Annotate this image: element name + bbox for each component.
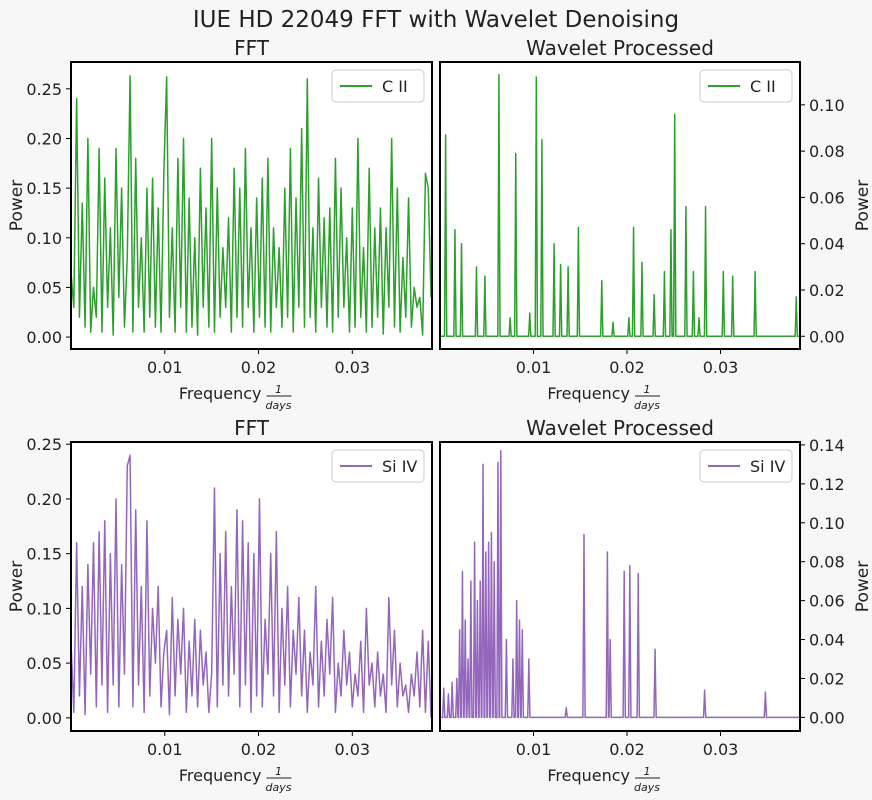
x-tick-label: 0.03	[703, 358, 739, 377]
series-line	[440, 450, 800, 719]
chart-panel-1: 0.01 0.02 0.03 0.00 0.05 0.10 0.15 0.20 0.25 FFT P…	[7, 36, 433, 412]
x-axis-label-numerator: 1	[644, 383, 651, 396]
x-tick-label: 0.01	[516, 358, 552, 377]
chart-panel-3: 0.01 0.02 0.03 0.00 0.05 0.10 0.15 0.20 0.25 FFT P…	[7, 416, 433, 794]
x-axis-label: Frequency	[547, 766, 630, 785]
x-tick-label: 0.02	[241, 740, 277, 759]
x-tick-label: 0.01	[147, 740, 183, 759]
plot-frame	[439, 61, 801, 350]
chart-panel-2: 0.01 0.02 0.03 0.00 0.02 0.04 0.06 0.08 0.10 Wave…	[439, 36, 872, 412]
y-tick-label: 0.20	[26, 490, 62, 509]
y-tick-label: 0.06	[809, 592, 845, 611]
legend-label: C II	[382, 77, 408, 96]
y-tick-label: 0.10	[809, 514, 845, 533]
x-axis-label-denominator: days	[634, 399, 660, 412]
y-tick-label: 0.02	[809, 669, 845, 688]
x-axis-label: Frequency	[547, 384, 630, 403]
chart-panel-4: 0.01 0.02 0.03 0.00 0.02 0.04 0.06 0.08 0.10 0.12…	[439, 416, 872, 794]
x-axis-label: Frequency	[179, 766, 262, 785]
y-tick-label: 0.04	[809, 235, 845, 254]
x-tick-label: 0.01	[516, 740, 552, 759]
y-tick-label: 0.00	[809, 327, 845, 346]
legend-box	[331, 449, 425, 483]
x-axis-label-numerator: 1	[275, 383, 282, 396]
y-tick-label: 0.15	[26, 545, 62, 564]
panel-title: Wavelet Processed	[526, 36, 714, 60]
legend-box	[699, 69, 793, 103]
y-tick-label: 0.25	[26, 80, 62, 99]
y-tick-label: 0.08	[809, 553, 845, 572]
y-tick-label: 0.00	[809, 708, 845, 727]
y-tick-label: 0.00	[26, 709, 62, 728]
y-tick-label: 0.10	[26, 599, 62, 618]
x-axis-label-denominator: days	[266, 781, 292, 794]
legend-box	[699, 449, 793, 483]
panel-title: FFT	[234, 416, 270, 440]
x-tick-label: 0.03	[334, 740, 370, 759]
x-axis-label: Frequency	[179, 384, 262, 403]
y-axis-label: Power	[853, 561, 872, 612]
figure-title: IUE HD 22049 FFT with Wavelet Denoising	[193, 7, 679, 33]
y-tick-label: 0.02	[809, 281, 845, 300]
series-line	[70, 454, 432, 718]
y-tick-label: 0.08	[809, 142, 845, 161]
series-line	[70, 75, 432, 336]
y-tick-label: 0.05	[26, 278, 62, 297]
series-line	[440, 73, 800, 338]
y-tick-label: 0.05	[26, 654, 62, 673]
x-tick-label: 0.03	[703, 740, 739, 759]
x-tick-label: 0.02	[609, 740, 645, 759]
legend-label: C II	[750, 77, 776, 96]
plot-area	[440, 62, 800, 349]
y-axis-label: Power	[7, 561, 27, 612]
y-axis-label: Power	[853, 180, 872, 231]
panel-title: Wavelet Processed	[526, 416, 714, 440]
x-axis-label-numerator: 1	[644, 765, 651, 778]
y-tick-label: 0.25	[26, 435, 62, 454]
y-tick-label: 0.12	[809, 475, 845, 494]
plot-frame	[70, 441, 433, 732]
y-tick-label: 0.20	[26, 129, 62, 148]
y-tick-label: 0.15	[26, 179, 62, 198]
legend-label: Si IV	[382, 457, 417, 476]
y-tick-label: 0.04	[809, 631, 845, 650]
x-axis-label-denominator: days	[634, 781, 660, 794]
plot-frame	[70, 61, 433, 350]
x-tick-label: 0.02	[241, 358, 277, 377]
plot-frame	[439, 441, 801, 732]
x-axis-label-denominator: days	[266, 399, 292, 412]
panels: 0.01 0.02 0.03 0.00 0.05 0.10 0.15 0.20 0.25 FFT P…	[7, 36, 872, 794]
x-tick-label: 0.01	[147, 358, 183, 377]
legend-box	[331, 69, 425, 103]
y-axis-label: Power	[7, 180, 27, 231]
y-tick-label: 0.10	[809, 96, 845, 115]
legend-label: Si IV	[750, 457, 785, 476]
x-tick-label: 0.02	[609, 358, 645, 377]
x-tick-label: 0.03	[334, 358, 370, 377]
y-tick-label: 0.14	[809, 436, 845, 455]
x-axis-label-numerator: 1	[275, 765, 282, 778]
y-tick-label: 0.06	[809, 188, 845, 207]
y-tick-label: 0.00	[26, 328, 62, 347]
panel-title: FFT	[234, 36, 270, 60]
y-tick-label: 0.10	[26, 229, 62, 248]
